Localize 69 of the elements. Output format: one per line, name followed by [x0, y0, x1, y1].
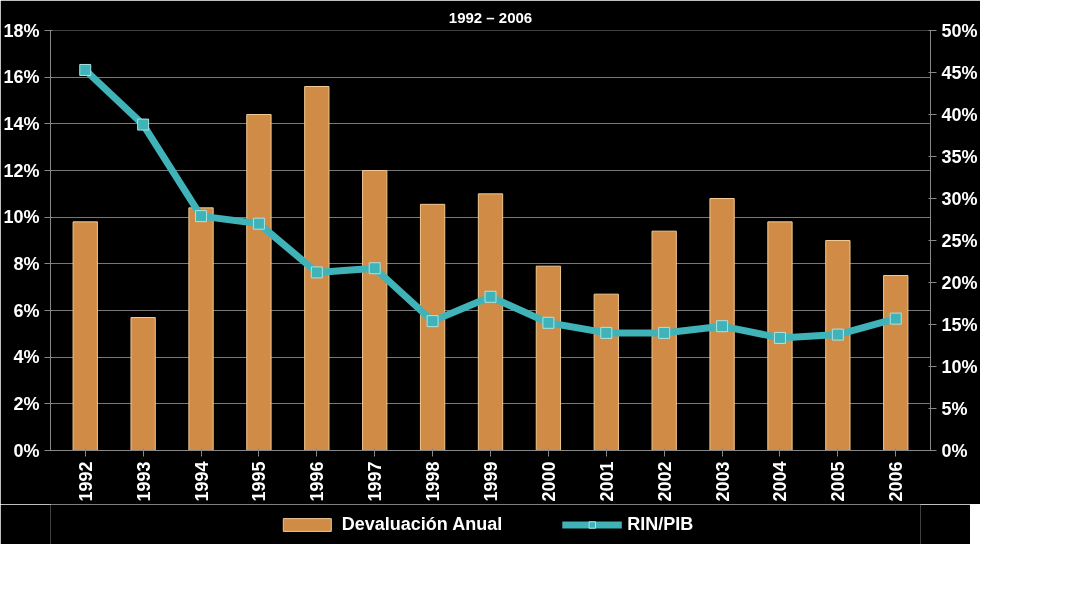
y2-tick-label: 15%	[941, 314, 978, 335]
point	[137, 118, 150, 131]
x-tick-label: 1993	[133, 461, 154, 502]
y2-tick-label: 10%	[941, 356, 978, 377]
legend-label: RIN/PIB	[627, 513, 694, 535]
point	[310, 266, 323, 279]
x-tick-label: 2006	[886, 461, 907, 502]
y2-tick-label: 5%	[941, 398, 968, 419]
bar	[593, 293, 619, 451]
bar	[188, 207, 214, 451]
x-tick-label: 1999	[481, 461, 501, 502]
point	[426, 315, 439, 328]
point	[195, 210, 208, 223]
x-tick-label: 1997	[365, 461, 386, 502]
point	[889, 312, 902, 325]
chart-title: 1992 – 2006	[448, 8, 533, 26]
point	[773, 331, 786, 344]
y-tick-label: 4%	[13, 347, 40, 368]
point	[79, 63, 92, 76]
point	[542, 316, 555, 329]
legend-label: Devaluación Anual	[341, 513, 503, 535]
bar	[246, 114, 272, 451]
bar	[130, 317, 156, 451]
y2-tick-label: 35%	[941, 146, 978, 167]
x-tick-label: 2005	[828, 461, 849, 502]
bar	[304, 86, 330, 451]
x-tick-label: 1995	[249, 461, 270, 502]
y-tick-label: 8%	[13, 253, 40, 274]
y-tick-label: 6%	[13, 300, 40, 321]
y2-tick-label: 40%	[941, 104, 978, 125]
y-tick-label: 14%	[3, 113, 40, 134]
bar	[419, 203, 446, 451]
point	[252, 217, 265, 230]
x-tick-label: 2002	[654, 461, 675, 502]
y-tick-label: 12%	[3, 160, 40, 181]
bar	[477, 193, 504, 451]
x-tick-label: 2000	[538, 461, 559, 502]
y-tick-label: 2%	[13, 393, 40, 414]
y-tick-label: 0%	[13, 440, 40, 461]
x-tick-label: 1992	[75, 461, 96, 502]
bar	[72, 221, 98, 451]
x-tick-label: 2004	[770, 461, 791, 502]
x-tick-label: 1998	[423, 461, 444, 502]
x-tick-label: 2003	[712, 461, 733, 502]
bar	[709, 198, 735, 451]
y2-tick-label: 0%	[941, 440, 968, 461]
y-tick-label: 16%	[3, 67, 40, 88]
point	[600, 326, 613, 339]
x-tick-label: 2001	[596, 461, 617, 502]
bar	[651, 230, 677, 451]
y2-tick-label: 30%	[941, 188, 978, 209]
y2-tick-label: 20%	[941, 272, 978, 293]
point	[831, 328, 844, 341]
bar	[825, 240, 851, 451]
bar	[767, 221, 793, 451]
bar	[535, 265, 562, 451]
point	[368, 262, 381, 275]
point	[658, 326, 671, 339]
y2-tick-label: 50%	[941, 20, 978, 41]
y2-tick-label: 25%	[941, 230, 978, 251]
y-tick-label: 10%	[3, 207, 40, 228]
bar	[362, 170, 388, 451]
bar	[883, 275, 909, 451]
y2-tick-label: 45%	[941, 62, 978, 83]
x-tick-label: 1996	[307, 461, 328, 502]
point	[484, 290, 497, 303]
point	[716, 320, 729, 333]
y-tick-label: 18%	[3, 20, 40, 41]
x-tick-label: 1994	[191, 461, 212, 502]
